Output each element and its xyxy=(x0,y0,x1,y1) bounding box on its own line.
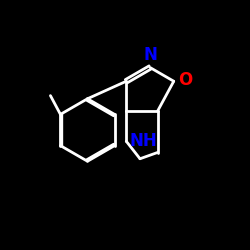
Text: O: O xyxy=(178,71,192,89)
Text: NH: NH xyxy=(129,132,157,150)
Text: N: N xyxy=(143,46,157,64)
